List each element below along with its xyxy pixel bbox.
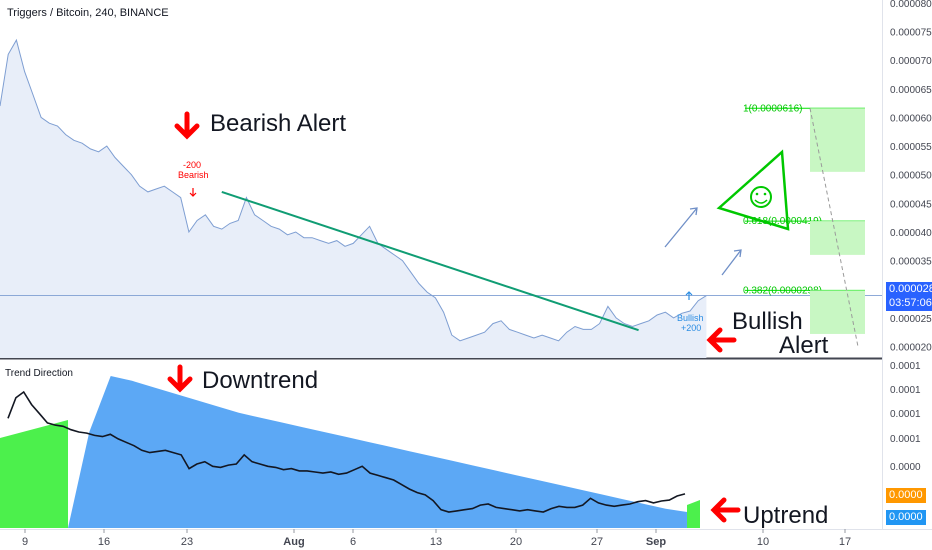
fib-level-label: 1(0.0000616): [743, 103, 803, 114]
smiley-eye-icon: [763, 192, 767, 196]
osc-tick-label: 0.0000: [890, 462, 921, 473]
time-tick-label: 13: [430, 536, 442, 548]
uptrend-arrow-icon: [710, 497, 741, 523]
fib-level-label: 0.382(0.0000298): [743, 285, 822, 296]
price-area-fill: [0, 40, 707, 358]
smiley-mouth-icon: [754, 199, 768, 204]
fib-zone-middle: [810, 221, 865, 255]
time-tick-label: 20: [510, 536, 522, 548]
forecast-arrowhead: [689, 207, 698, 216]
fib-zone-upper: [810, 108, 865, 172]
fib-diagonal: [809, 108, 859, 347]
oscillator-pane: [0, 376, 700, 528]
bearish-signal-arrow-icon: [189, 188, 197, 197]
time-tick-label: Sep: [646, 536, 666, 548]
indicator-name: Trend Direction: [5, 368, 73, 379]
symbol-header: Triggers / Bitcoin, 240, BINANCE: [7, 7, 169, 19]
osc-tick-label: 0.0001: [890, 409, 921, 420]
osc-tick-label: 0.0001: [890, 361, 921, 372]
bearish-signal-value: -200: [183, 160, 202, 170]
time-tick-label: 17: [839, 536, 851, 548]
price-line: [0, 38, 707, 342]
forecast-arrowhead: [733, 249, 742, 258]
bearish-alert-label: Bearish Alert: [210, 110, 347, 137]
forecast-arrow: [664, 207, 698, 248]
osc-uptrend-area-left: [0, 420, 68, 528]
time-tick-label: 27: [591, 536, 603, 548]
price-pane: 1(0.0000616) 0.618(0.0000419) 0.382(0.0000…: [0, 38, 882, 523]
bearish-alert-arrow-icon: [174, 111, 200, 140]
trendline: [221, 190, 639, 332]
time-tick-label: 9: [22, 536, 28, 548]
triangle-pattern: [716, 149, 790, 231]
osc-tick-label: 0.0001: [890, 434, 921, 445]
osc-value-tag-2: 0.0000: [886, 510, 926, 525]
osc-tick-label: 0.0001: [890, 385, 921, 396]
time-tick-label: 16: [98, 536, 110, 548]
downtrend-label: Downtrend: [202, 367, 319, 394]
bullish-signal-value: +200: [681, 323, 702, 333]
time-tick-label: 6: [350, 536, 356, 548]
time-tick-label: Aug: [283, 536, 304, 548]
fib-level-label: 0.618(0.0000419): [743, 216, 822, 227]
bullish-alert-label-1: Bullish: [732, 308, 803, 335]
osc-value-tag-1: 0.0000: [886, 488, 926, 503]
countdown-tag: 03:57:06: [886, 296, 932, 311]
fib-zone-lower: [810, 290, 865, 334]
forecast-arrow: [721, 249, 742, 276]
bullish-signal-arrow-icon: [685, 291, 693, 300]
osc-price-trace: [7, 390, 686, 513]
time-tick-label: 10: [757, 536, 769, 548]
smiley-face-icon: [750, 186, 772, 208]
osc-uptrend-area-right: [687, 500, 700, 528]
bullish-alert-label-2: Alert: [779, 332, 829, 359]
bullish-alert-arrow-icon: [706, 327, 737, 353]
uptrend-label: Uptrend: [743, 502, 829, 529]
bullish-signal-label: Bullish: [677, 313, 704, 323]
time-tick-label: 23: [181, 536, 193, 548]
last-price-tag: 0.0000289: [886, 282, 932, 297]
smiley-eye-icon: [755, 192, 759, 196]
downtrend-arrow-icon: [167, 364, 193, 393]
osc-downtrend-area: [68, 376, 687, 528]
bearish-signal-label: Bearish: [178, 170, 209, 180]
